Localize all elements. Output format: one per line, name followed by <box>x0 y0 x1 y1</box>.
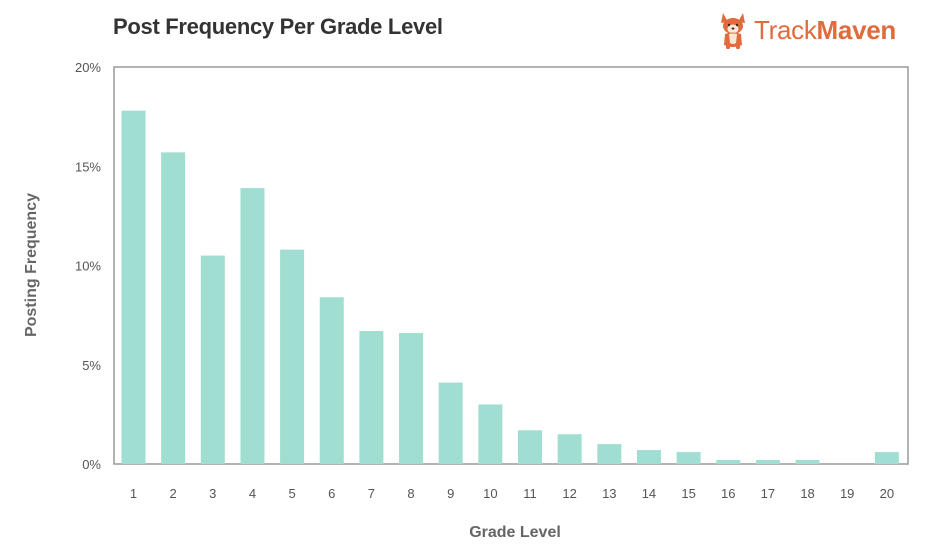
x-tick-label: 7 <box>368 486 375 501</box>
x-tick-label: 19 <box>840 486 854 501</box>
bar-grade-17 <box>755 460 780 464</box>
plot-area-frame <box>113 66 909 465</box>
x-tick-label: 1 <box>130 486 137 501</box>
x-tick-label: 17 <box>761 486 775 501</box>
y-tick-label: 10% <box>75 259 101 274</box>
bar-grade-14 <box>636 450 661 464</box>
bar-grade-20 <box>874 452 899 464</box>
y-tick-label: 15% <box>75 159 101 174</box>
bar-grade-7 <box>359 331 384 464</box>
x-tick-label: 13 <box>602 486 616 501</box>
x-tick-label: 18 <box>800 486 814 501</box>
bar-grade-10 <box>478 404 503 464</box>
x-tick-label: 4 <box>249 486 256 501</box>
bar-grade-12 <box>557 434 582 464</box>
bar-grade-1 <box>121 110 146 465</box>
y-axis-title: Posting Frequency <box>23 193 40 337</box>
bar-grade-11 <box>518 430 542 464</box>
brand-wordmark: TrackMaven <box>754 15 896 46</box>
x-tick-label: 6 <box>328 486 335 501</box>
x-tick-label: 20 <box>880 486 894 501</box>
y-tick-label: 0% <box>82 457 101 472</box>
brand-wordmark-track: Track <box>754 14 817 45</box>
brand-logo: TrackMaven <box>716 8 896 52</box>
chart-title: Post Frequency Per Grade Level <box>113 14 443 39</box>
x-tick-label: 14 <box>642 486 656 501</box>
bars-group <box>121 110 899 465</box>
x-tick-label: 2 <box>170 486 177 501</box>
bar-grade-13 <box>597 444 622 464</box>
x-tick-label: 16 <box>721 486 735 501</box>
x-tick-label: 10 <box>483 486 497 501</box>
bar-grade-16 <box>716 460 741 464</box>
brand-wordmark-maven: Maven <box>816 14 897 45</box>
bar-grade-5 <box>280 249 305 464</box>
bar-grade-9 <box>438 382 463 464</box>
x-tick-label: 11 <box>523 486 537 501</box>
x-tick-label: 12 <box>562 486 576 501</box>
x-tick-label: 15 <box>681 486 695 501</box>
bar-grade-15 <box>676 452 701 464</box>
bar-grade-6 <box>319 297 344 464</box>
corgi-dog-logo-icon <box>721 13 745 49</box>
bar-grade-8 <box>399 332 424 464</box>
x-tick-label: 5 <box>288 486 295 501</box>
y-axis-ticks: 0% 5% 10% 15% 20% <box>75 60 101 472</box>
x-tick-label: 3 <box>209 486 216 501</box>
y-tick-label: 20% <box>75 60 101 75</box>
y-tick-label: 5% <box>82 358 101 373</box>
bar-grade-2 <box>161 152 186 465</box>
bar-grade-3 <box>200 255 225 464</box>
x-tick-label: 8 <box>407 486 414 501</box>
bar-grade-4 <box>240 188 265 464</box>
x-axis-ticks: 1 2 3 4 5 6 7 8 9 10 11 12 13 14 15 16 17 18 19 20 <box>130 486 894 501</box>
x-tick-label: 9 <box>447 486 454 501</box>
bar-grade-18 <box>795 460 820 464</box>
x-axis-title: Grade Level <box>469 524 561 541</box>
